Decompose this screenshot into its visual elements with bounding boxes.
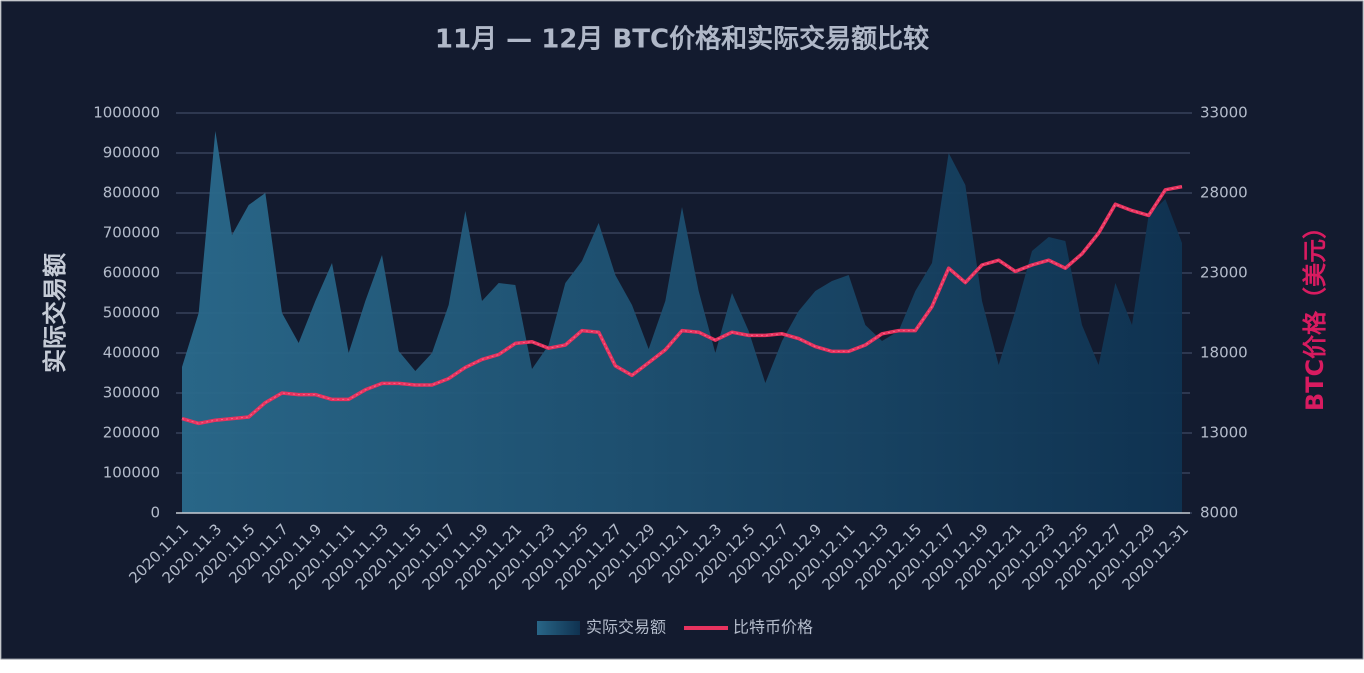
y-tick-label: 800000 bbox=[103, 184, 160, 202]
y2-tick-label: 18000 bbox=[1200, 344, 1248, 362]
y2-tick-label: 33000 bbox=[1200, 104, 1248, 122]
y-tick-label: 1000000 bbox=[93, 104, 160, 122]
y-tick-label: 900000 bbox=[103, 144, 160, 162]
y2-tick-label: 8000 bbox=[1200, 504, 1238, 522]
y2-tick-label: 13000 bbox=[1200, 424, 1248, 442]
chart-title: 11月 — 12月 BTC价格和实际交易额比较 bbox=[435, 24, 929, 55]
y-axis-label: 实际交易额 bbox=[41, 253, 69, 373]
y-tick-label: 400000 bbox=[103, 344, 160, 362]
y-tick-label: 0 bbox=[150, 504, 160, 522]
legend-label: 比特币价格 bbox=[733, 618, 813, 637]
y-tick-label: 700000 bbox=[103, 224, 160, 242]
y-tick-label: 500000 bbox=[103, 304, 160, 322]
y2-tick-label: 23000 bbox=[1200, 264, 1248, 282]
y-tick-label: 300000 bbox=[103, 384, 160, 402]
area bbox=[182, 131, 1182, 513]
legend-swatch bbox=[537, 621, 580, 635]
y2-tick-label: 28000 bbox=[1200, 184, 1248, 202]
y-tick-label: 600000 bbox=[103, 264, 160, 282]
y-tick-label: 100000 bbox=[103, 464, 160, 482]
y-tick-label: 200000 bbox=[103, 424, 160, 442]
y2-axis-label: BTC价格（美元） bbox=[1301, 215, 1329, 411]
legend-label: 实际交易额 bbox=[586, 618, 666, 637]
line-highlight bbox=[181, 186, 1183, 424]
